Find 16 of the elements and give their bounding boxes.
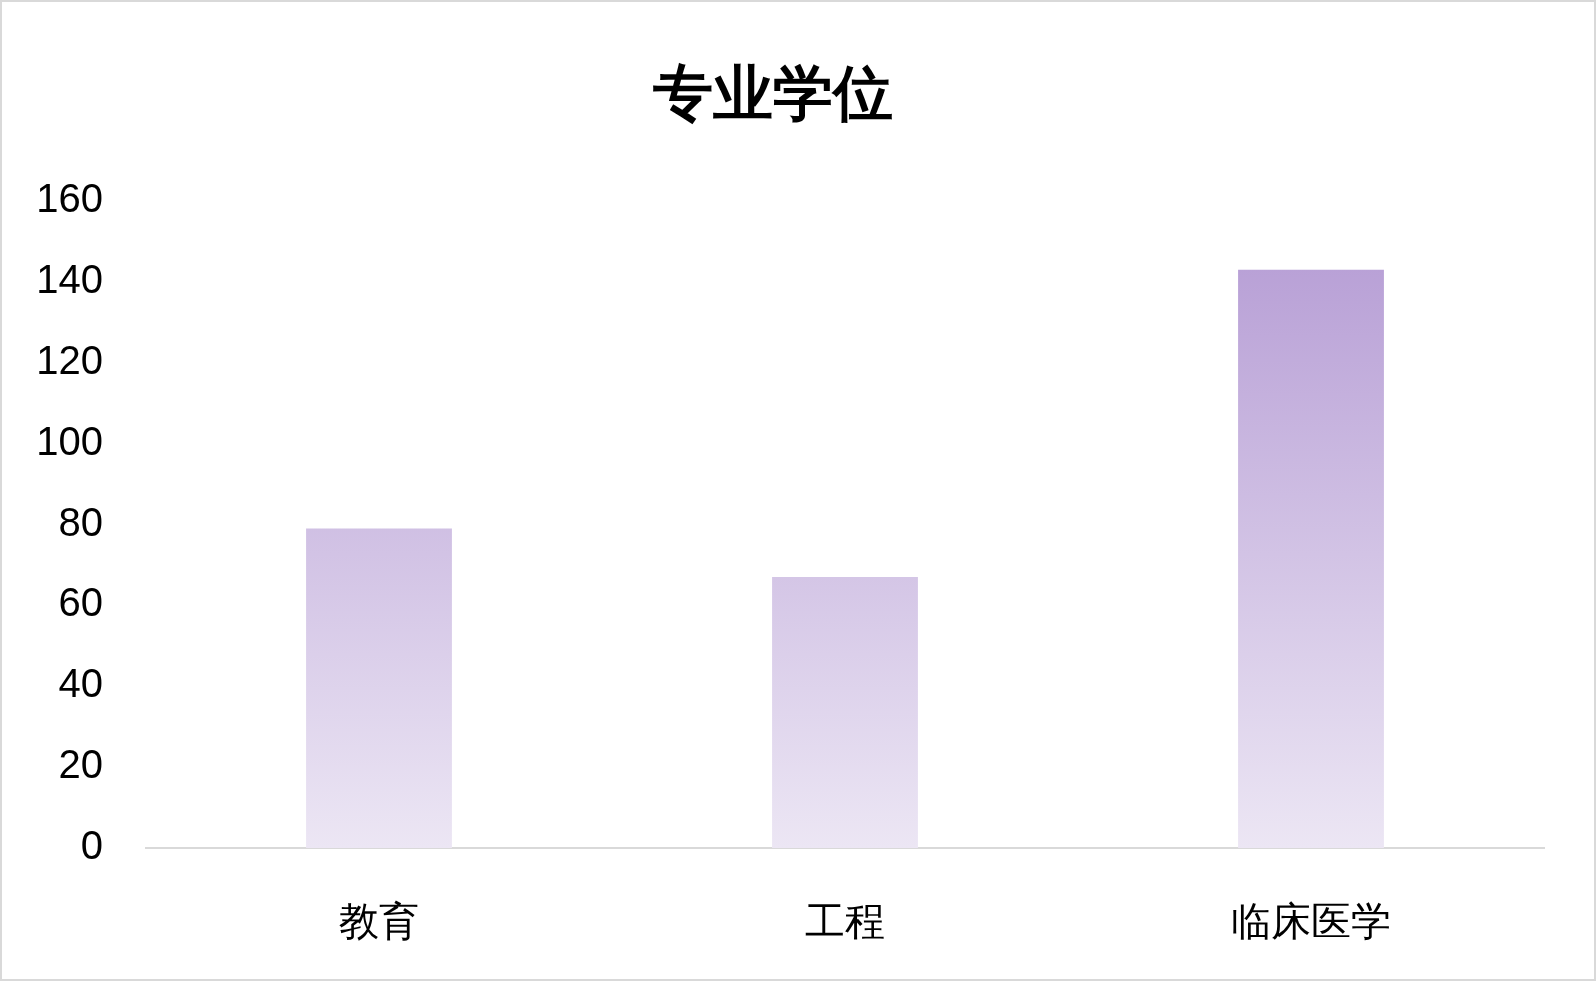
y-tick-label: 20: [58, 742, 103, 787]
y-tick-label: 60: [58, 580, 103, 625]
y-tick-label: 160: [36, 176, 103, 221]
y-tick-label: 100: [36, 418, 103, 463]
y-tick-label: 120: [36, 337, 103, 382]
x-tick-label: 工程: [805, 899, 885, 944]
y-tick-label: 0: [80, 823, 103, 868]
bar: [772, 577, 918, 848]
chart-title: 专业学位: [653, 59, 893, 127]
y-tick-label: 40: [58, 661, 103, 706]
y-tick-label: 140: [36, 256, 103, 301]
x-tick-label: 教育: [339, 899, 419, 944]
y-tick-label: 80: [58, 499, 103, 544]
x-tick-label: 临床医学: [1231, 899, 1391, 944]
bar: [306, 528, 452, 848]
bar: [1238, 269, 1384, 848]
